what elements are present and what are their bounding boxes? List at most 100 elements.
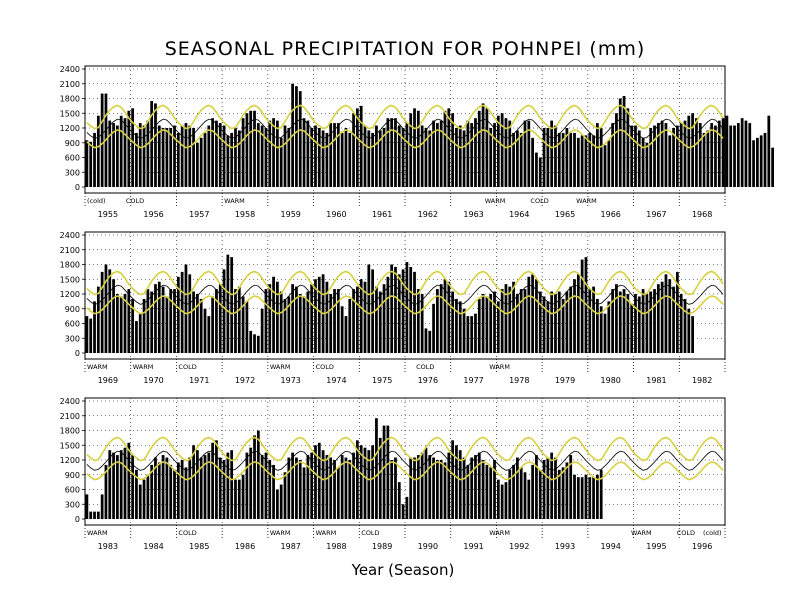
bar <box>687 115 691 187</box>
bar <box>371 445 374 519</box>
enso-annotation: COLD <box>316 363 334 371</box>
bar <box>279 291 283 353</box>
bar <box>409 457 413 519</box>
bar <box>630 125 634 187</box>
x-tick-label: 1966 <box>601 210 621 219</box>
bar <box>325 455 329 519</box>
x-tick-label: 1981 <box>646 376 666 385</box>
mean-line <box>86 284 724 305</box>
bar <box>298 294 302 353</box>
bar <box>146 120 150 187</box>
bar <box>218 123 222 187</box>
bar <box>580 477 584 519</box>
bar <box>100 93 104 187</box>
bar <box>516 457 519 519</box>
bar <box>234 128 237 187</box>
bar <box>100 271 104 353</box>
bar <box>451 113 454 187</box>
bar <box>736 123 740 187</box>
bar <box>538 291 542 353</box>
bar <box>245 301 249 353</box>
bar <box>333 460 336 519</box>
bar <box>687 308 691 353</box>
x-tick-label: 1993 <box>555 542 575 551</box>
bar <box>298 91 302 187</box>
y-tick-label: 2100 <box>60 246 80 255</box>
y-tick-label: 1800 <box>60 427 80 436</box>
bar <box>253 435 256 519</box>
bar <box>436 123 439 187</box>
x-tick-label: 1985 <box>189 542 209 551</box>
chart-title: SEASONAL PRECIPITATION FOR POHNPEI (mm) <box>165 38 646 60</box>
enso-annotation: COLD <box>530 197 548 205</box>
bar <box>272 464 275 519</box>
bar <box>169 464 173 519</box>
bar <box>154 457 157 519</box>
bar <box>489 128 493 187</box>
y-tick-label: 0 <box>75 183 80 192</box>
bar <box>458 125 462 187</box>
bar <box>611 289 614 353</box>
bar <box>371 132 374 187</box>
bar <box>382 128 386 187</box>
bar <box>462 308 466 353</box>
bar <box>314 445 317 519</box>
x-tick-label: 1977 <box>463 376 483 385</box>
bar <box>436 460 439 519</box>
bar <box>676 125 679 187</box>
bar <box>192 128 195 187</box>
x-tick-label: 1984 <box>143 542 163 551</box>
bar <box>378 291 382 353</box>
bar <box>416 455 420 519</box>
upper-band-line <box>86 104 724 130</box>
bar <box>314 125 317 187</box>
x-tick-label: 1956 <box>143 210 163 219</box>
bar <box>588 289 592 353</box>
bar <box>535 455 538 519</box>
bar <box>405 496 409 519</box>
bar <box>637 130 641 187</box>
bar <box>596 298 599 353</box>
x-tick-label: 1964 <box>509 210 529 219</box>
bar <box>329 294 333 353</box>
bar <box>207 452 211 519</box>
bar <box>367 130 371 187</box>
bar <box>287 296 291 353</box>
x-tick-label: 1994 <box>601 542 621 551</box>
bar <box>702 132 706 187</box>
bar <box>504 482 508 519</box>
x-tick-label: 1967 <box>646 210 666 219</box>
bar <box>302 467 306 519</box>
x-tick-label: 1961 <box>372 210 392 219</box>
y-tick-label: 1800 <box>60 95 80 104</box>
bar <box>218 457 222 519</box>
y-tick-label: 2100 <box>60 412 80 421</box>
bar <box>531 274 534 353</box>
bar <box>283 298 287 353</box>
bar <box>691 316 694 353</box>
bar <box>184 264 188 353</box>
bar <box>196 142 199 187</box>
bar <box>310 284 314 353</box>
bar <box>272 118 275 187</box>
x-tick-label: 1980 <box>601 376 621 385</box>
bar <box>180 271 184 353</box>
bar <box>599 469 603 519</box>
bar <box>283 125 287 187</box>
bar <box>523 120 527 187</box>
x-tick-label: 1962 <box>418 210 438 219</box>
bar <box>424 128 428 187</box>
bar <box>131 108 134 187</box>
bar <box>96 115 100 187</box>
bar <box>634 125 637 187</box>
enso-annotation: WARM <box>316 529 337 537</box>
bar <box>157 125 161 187</box>
bar <box>199 457 203 519</box>
bar <box>344 128 348 187</box>
bar <box>717 120 721 187</box>
bar <box>279 137 283 187</box>
bar <box>409 113 413 187</box>
enso-annotation: WARM <box>489 363 510 371</box>
bar <box>710 123 714 187</box>
